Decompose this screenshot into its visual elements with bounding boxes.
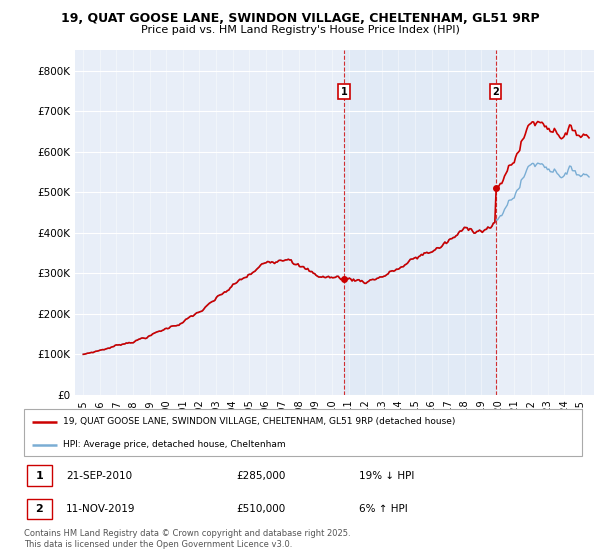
Text: 2: 2 [35,504,43,514]
Text: Price paid vs. HM Land Registry's House Price Index (HPI): Price paid vs. HM Land Registry's House … [140,25,460,35]
Text: 2: 2 [492,87,499,97]
Text: 21-SEP-2010: 21-SEP-2010 [66,471,132,480]
Text: £510,000: £510,000 [236,504,285,514]
Text: Contains HM Land Registry data © Crown copyright and database right 2025.
This d: Contains HM Land Registry data © Crown c… [24,529,350,549]
Text: HPI: Average price, detached house, Cheltenham: HPI: Average price, detached house, Chel… [63,440,286,449]
FancyBboxPatch shape [27,499,52,520]
Text: £285,000: £285,000 [236,471,286,480]
FancyBboxPatch shape [27,465,52,486]
Text: 11-NOV-2019: 11-NOV-2019 [66,504,136,514]
Text: 6% ↑ HPI: 6% ↑ HPI [359,504,407,514]
Bar [344,50,496,395]
Text: 19, QUAT GOOSE LANE, SWINDON VILLAGE, CHELTENHAM, GL51 9RP (detached house): 19, QUAT GOOSE LANE, SWINDON VILLAGE, CH… [63,417,455,426]
Text: 1: 1 [35,471,43,480]
Text: 1: 1 [341,87,347,97]
Text: 19, QUAT GOOSE LANE, SWINDON VILLAGE, CHELTENHAM, GL51 9RP: 19, QUAT GOOSE LANE, SWINDON VILLAGE, CH… [61,12,539,25]
FancyBboxPatch shape [24,409,582,456]
Text: 19% ↓ HPI: 19% ↓ HPI [359,471,414,480]
